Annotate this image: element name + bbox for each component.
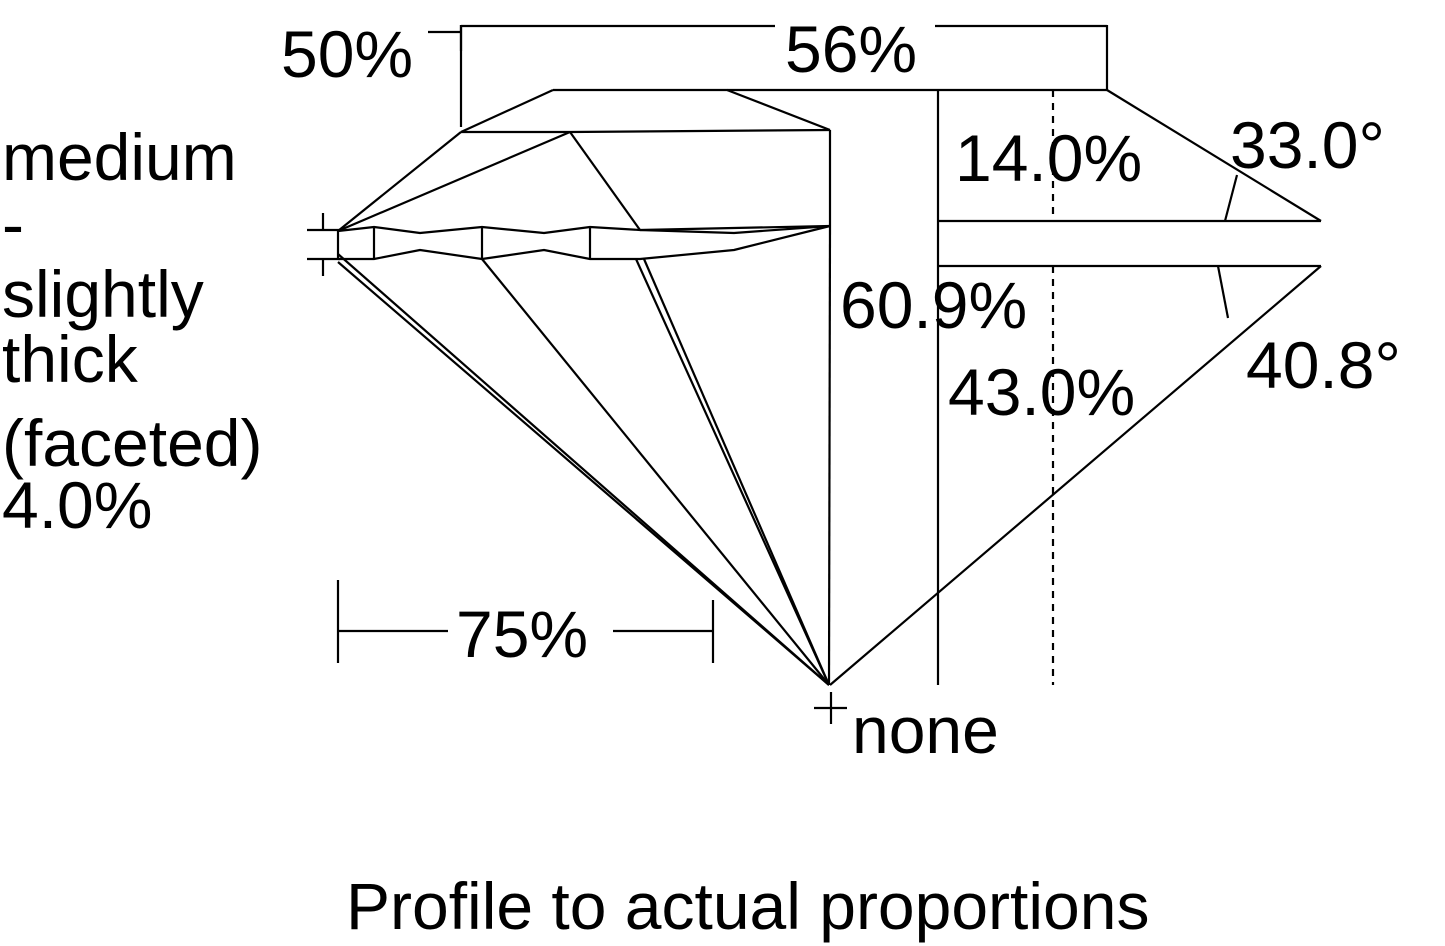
svg-text:medium: medium [2, 120, 237, 194]
svg-text:14.0%: 14.0% [955, 121, 1142, 195]
svg-text:Profile to actual proportions: Profile to actual proportions [346, 869, 1149, 943]
svg-text:56%: 56% [785, 12, 917, 86]
svg-text:60.9%: 60.9% [840, 268, 1027, 342]
svg-text:43.0%: 43.0% [948, 355, 1135, 429]
svg-text:-: - [2, 187, 24, 261]
svg-text:75%: 75% [456, 597, 588, 671]
svg-text:none: none [852, 693, 999, 767]
svg-text:thick: thick [2, 322, 139, 396]
svg-text:slightly: slightly [2, 257, 204, 331]
svg-text:33.0°: 33.0° [1230, 108, 1385, 182]
svg-text:4.0%: 4.0% [2, 468, 152, 542]
svg-text:50%: 50% [281, 17, 413, 91]
svg-text:40.8°: 40.8° [1246, 328, 1401, 402]
